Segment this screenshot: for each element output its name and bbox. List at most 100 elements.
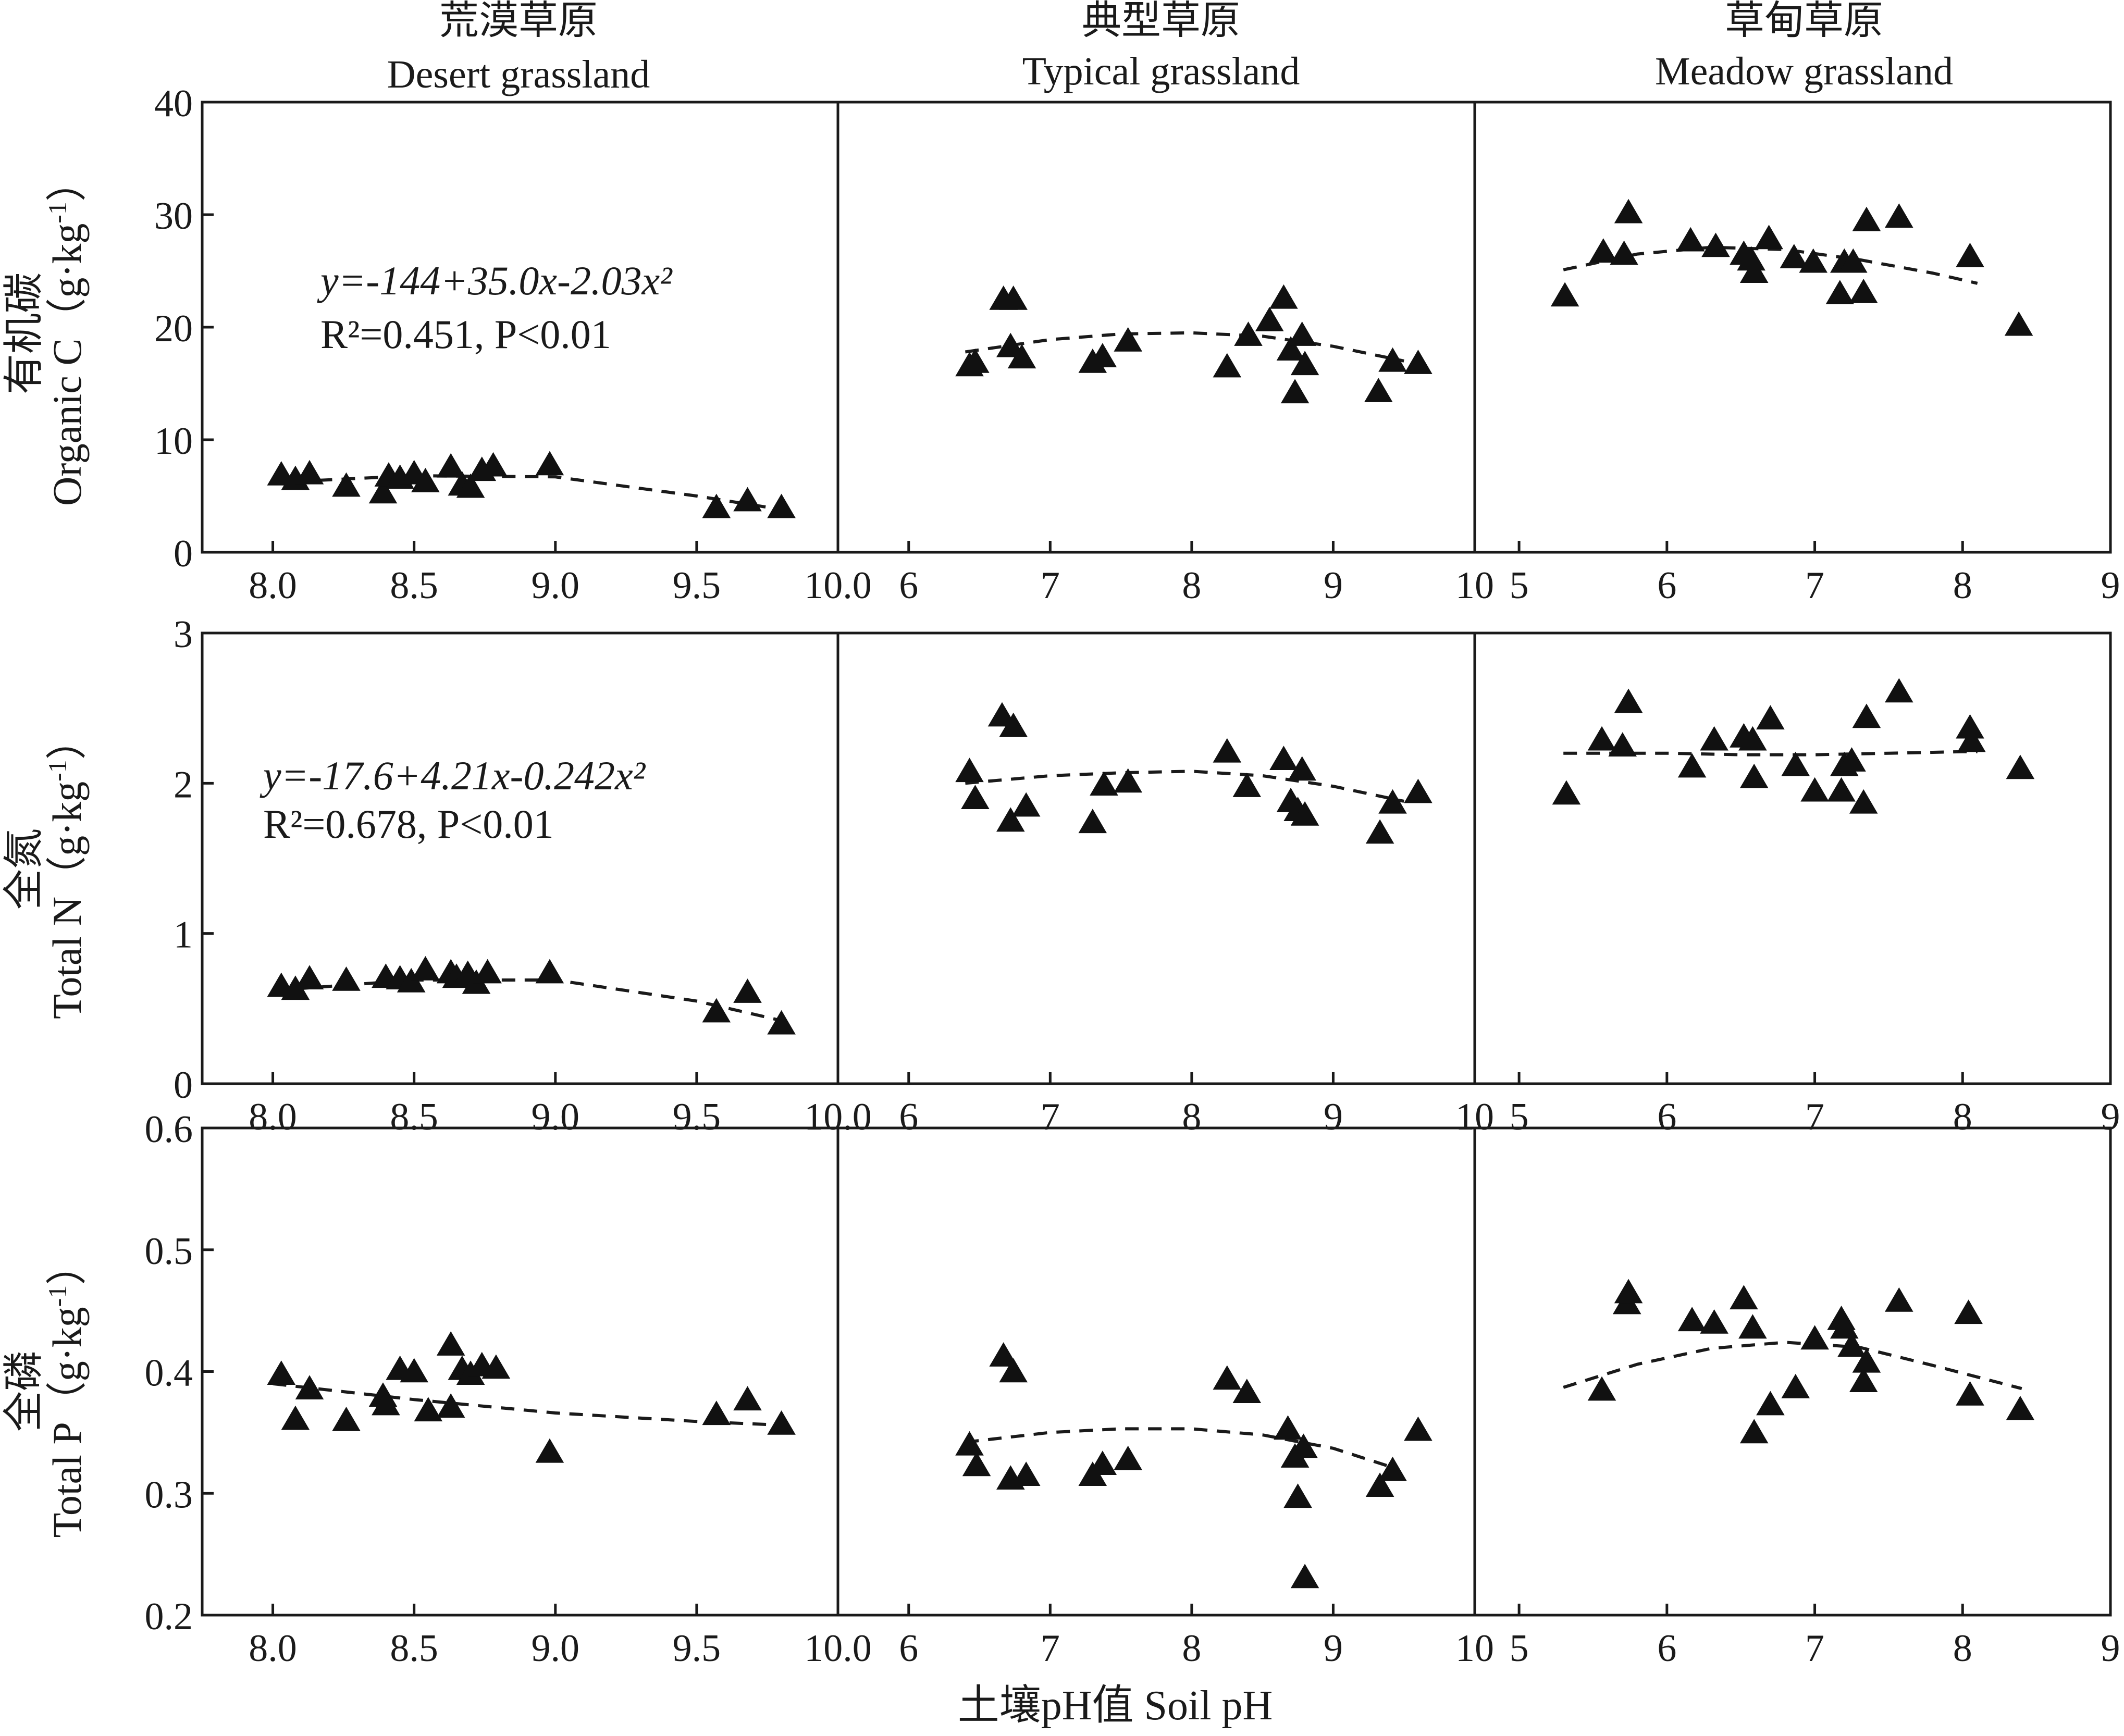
fit-curve xyxy=(1563,1341,2022,1391)
data-point xyxy=(1737,246,1765,271)
x-tick-label: 7 xyxy=(1805,564,1824,607)
x-tick-label: 9.0 xyxy=(532,564,580,607)
panel-frame xyxy=(201,631,839,1085)
data-point xyxy=(996,332,1025,357)
equation-stats-total-n: R²=0.678, P<0.01 xyxy=(263,801,554,847)
data-point xyxy=(1011,1461,1041,1486)
data-point xyxy=(1956,242,1984,267)
data-point xyxy=(1852,703,1881,728)
x-tick-label: 10 xyxy=(1455,564,1494,607)
data-point xyxy=(1269,746,1298,770)
x-tick-label: 6 xyxy=(899,1096,918,1138)
data-point xyxy=(1365,1472,1394,1497)
y-label-en-organic-c-main: Organic C（g·kg xyxy=(44,224,90,506)
data-point xyxy=(1677,1307,1707,1332)
data-point xyxy=(1552,780,1581,805)
data-point xyxy=(1700,1309,1728,1334)
data-point xyxy=(1290,801,1319,826)
data-point xyxy=(1849,789,1878,814)
data-point xyxy=(1288,321,1316,346)
data-point xyxy=(1404,1416,1433,1441)
data-point xyxy=(955,1431,984,1456)
data-point xyxy=(1676,227,1705,252)
y-label-total-n-sup: -1 xyxy=(43,760,72,782)
data-point xyxy=(1587,1376,1616,1401)
y-label-cn-total-p: 全磷 xyxy=(1,1350,46,1432)
data-point xyxy=(1956,1381,1984,1406)
y-label-cn-total-n: 全氮 xyxy=(1,828,46,910)
data-point xyxy=(1114,1445,1142,1470)
x-tick-label: 9 xyxy=(1324,564,1343,607)
x-tick-label: 8.0 xyxy=(249,564,297,607)
data-point xyxy=(1213,353,1242,378)
data-point xyxy=(1885,203,1913,228)
data-point xyxy=(1614,199,1643,224)
x-tick-label: 9.5 xyxy=(673,1627,721,1670)
data-point xyxy=(267,1360,296,1385)
data-point xyxy=(1885,1287,1913,1312)
data-point xyxy=(1800,777,1829,802)
y-tick-label-total-n: 0 xyxy=(174,1064,193,1107)
data-point xyxy=(733,978,762,1003)
x-tick-label: 6 xyxy=(1657,564,1676,607)
data-point xyxy=(767,1010,796,1035)
data-point xyxy=(1677,753,1707,778)
x-tick-label: 9.5 xyxy=(673,1096,721,1138)
column-title-cn-typical: 典型草原 xyxy=(1082,0,1240,43)
y-label-organic-c-sup: -1 xyxy=(43,202,72,224)
data-point xyxy=(1213,1365,1242,1390)
data-point xyxy=(1756,1391,1785,1416)
y-label-en-total-n-main: Total N（g·kg xyxy=(44,782,90,1019)
data-point xyxy=(1957,727,1986,752)
panel-frame xyxy=(1473,631,2112,1085)
equation-organic-c: y=-144+35.0x-2.03x² xyxy=(317,258,673,303)
chart-layer: 0 10 20 30 40 8.0 8.5 9.0 9.5 10.0 6 7 8 9 10 5 6 7 8 9 0 1 2 3… xyxy=(145,82,2120,1670)
data-point xyxy=(1755,225,1783,250)
data-point xyxy=(1280,379,1310,404)
x-tick-label: 8.5 xyxy=(390,1627,438,1670)
column-title-en-typical: Typical grassland xyxy=(1022,49,1300,93)
data-point xyxy=(456,473,485,498)
data-point xyxy=(1701,232,1730,257)
x-tick-label: 7 xyxy=(1041,1627,1060,1670)
data-point xyxy=(767,1410,796,1435)
data-point xyxy=(1825,280,1855,304)
x-tick-label: 9.0 xyxy=(532,1627,580,1670)
y-tick-label-total-n: 1 xyxy=(174,914,193,957)
data-point xyxy=(1837,747,1866,772)
data-point xyxy=(1756,705,1785,730)
panel-frame xyxy=(1473,101,2112,554)
data-point xyxy=(1837,1332,1866,1357)
data-point xyxy=(1781,1373,1810,1398)
equation-total-n: y=-17.6+4.21x-0.242x² xyxy=(260,753,646,798)
data-point xyxy=(535,451,564,476)
panel-frame xyxy=(201,1126,839,1617)
x-tick-label: 8.5 xyxy=(390,564,438,607)
data-point xyxy=(999,712,1028,737)
panel-organic-c-meadow: 5 6 7 8 9 xyxy=(1473,101,2120,607)
panel-frame xyxy=(836,631,1476,1085)
panel-organic-c-desert: 8.0 8.5 9.0 9.5 10.0 xyxy=(201,101,872,607)
data-point xyxy=(1114,327,1142,352)
x-tick-label: 8 xyxy=(1953,564,1972,607)
y-label-en-organic-c: Organic C（g·kg-1） xyxy=(43,161,90,506)
y-tick-label-total-p: 0.6 xyxy=(145,1108,193,1151)
data-point xyxy=(436,1393,465,1418)
x-tick-label: 9.5 xyxy=(673,564,721,607)
y-label-en-total-n: Total N（g·kg-1） xyxy=(43,719,90,1019)
data-point xyxy=(535,959,564,984)
data-point xyxy=(1608,732,1637,757)
data-point xyxy=(1289,1433,1318,1458)
data-point xyxy=(1288,756,1316,781)
y-tick-label-organic-c: 10 xyxy=(154,420,193,463)
y-label-en-total-p-main: Total P（g·kg xyxy=(44,1307,90,1537)
data-point xyxy=(411,956,440,981)
x-tick-label: 8.0 xyxy=(249,1627,297,1670)
data-point xyxy=(1078,809,1107,834)
data-point xyxy=(1404,778,1433,803)
data-point xyxy=(702,493,731,518)
data-point xyxy=(332,1407,361,1431)
x-tick-label: 9.0 xyxy=(532,1096,580,1138)
